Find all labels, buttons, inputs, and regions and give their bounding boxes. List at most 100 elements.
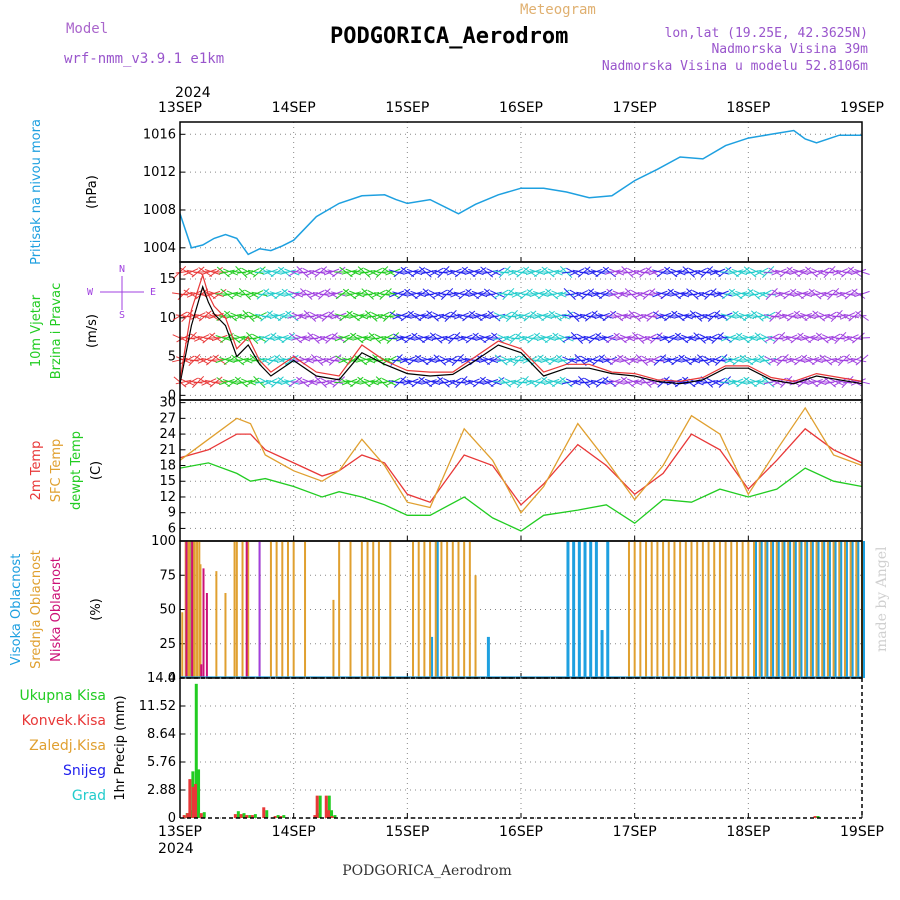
wind-barb <box>533 333 548 343</box>
wind-barb <box>464 269 481 275</box>
wind-barb <box>634 290 650 298</box>
convective-rain-bar <box>194 783 198 818</box>
wind-barb <box>479 376 494 388</box>
wind-barb <box>371 289 386 299</box>
wind-barb <box>822 311 837 321</box>
wind-barb <box>537 355 552 365</box>
total-rain-bar <box>265 810 269 818</box>
wind-barb <box>211 381 228 383</box>
wind-barb <box>641 314 658 318</box>
wind-barb <box>767 292 784 296</box>
model-name: wrf-nmm_v3.9.1 e1km <box>64 51 224 67</box>
wind-barb <box>198 267 213 277</box>
wind-barb <box>522 356 538 364</box>
wind-barb <box>606 288 620 300</box>
wind-barb <box>449 336 466 340</box>
wind-barb <box>288 332 303 344</box>
wind-barb <box>385 289 401 299</box>
wind-barb <box>327 380 344 384</box>
wind-barb <box>633 270 650 274</box>
wind-barb <box>749 268 765 276</box>
wind-barb <box>782 334 798 342</box>
wind-barb <box>716 358 733 362</box>
wind-barb <box>648 314 665 318</box>
wind-barb <box>656 333 671 343</box>
wind-barb <box>739 354 754 366</box>
y-axis-label: 2m Temp <box>29 441 44 501</box>
wind-barb <box>576 291 593 297</box>
wind-barb <box>306 268 321 276</box>
wind-barb <box>781 271 798 273</box>
wind-barb <box>478 357 495 363</box>
wind-barb <box>825 270 842 274</box>
wind-barb <box>439 356 455 364</box>
total-rain-bar <box>282 815 286 818</box>
wind-barb <box>399 356 415 364</box>
wind-barb <box>461 266 476 278</box>
y-tick-label: 1004 <box>143 241 176 256</box>
wind-barb <box>811 268 827 276</box>
wind-barb <box>702 314 719 318</box>
wind-barb <box>526 378 542 386</box>
wind-barb <box>569 268 585 276</box>
y-tick-label: 1012 <box>143 165 176 180</box>
wind-barb <box>673 313 690 319</box>
wind-barb <box>825 356 841 364</box>
total-rain-bar <box>248 815 252 818</box>
convective-rain-bar <box>813 816 817 818</box>
wind-barb <box>352 335 369 341</box>
wind-barb <box>298 356 314 364</box>
temp-2m-line <box>179 427 863 506</box>
wind-barb <box>847 356 863 364</box>
wind-barb <box>179 378 195 386</box>
wind-barb <box>468 291 484 297</box>
convective-rain-bar <box>327 810 331 818</box>
wind-barb <box>543 378 560 386</box>
convective-rain-bar <box>188 779 192 818</box>
wind-barb <box>396 355 411 365</box>
wind-barb <box>598 355 613 365</box>
convective-rain-bar <box>262 807 266 818</box>
wind-barb <box>447 289 462 299</box>
convective-rain-bar <box>330 816 334 818</box>
wind-barb <box>320 336 336 340</box>
wind-barb <box>302 378 318 386</box>
y-axis-label: 1hr Precip (mm) <box>113 695 128 800</box>
wind-barb <box>435 292 452 296</box>
wind-barb <box>605 378 621 386</box>
wind-barb <box>476 354 490 366</box>
wind-barb <box>377 314 394 318</box>
wind-barb <box>850 357 867 363</box>
wind-barb <box>269 358 286 362</box>
wind-barb <box>403 378 419 386</box>
wind-barb <box>316 355 332 365</box>
wind-barb <box>197 356 213 364</box>
compass-letter: N <box>119 264 125 275</box>
wind-barb <box>724 356 740 364</box>
wind-barb <box>576 333 592 343</box>
wind-barb <box>320 267 335 277</box>
wind-barb <box>796 359 813 361</box>
wind-barb <box>768 355 783 365</box>
wind-barb <box>190 333 206 343</box>
wind-barb <box>619 334 636 342</box>
wind-barb <box>320 356 336 364</box>
wind-barb <box>266 311 281 321</box>
wind-barb <box>584 377 599 387</box>
y-tick-label: 24 <box>159 427 176 442</box>
wind-barb <box>671 310 685 322</box>
wind-barb <box>688 268 704 276</box>
wind-barb <box>201 268 217 276</box>
wind-barb <box>273 380 290 384</box>
wind-barb <box>725 266 739 278</box>
wind-barb <box>469 310 483 322</box>
wind-barb <box>244 268 260 276</box>
wind-barb <box>619 357 636 363</box>
wind-barb <box>283 291 300 297</box>
wind-barb <box>316 334 332 342</box>
wind-barb <box>782 355 798 365</box>
wind-barb <box>709 314 726 318</box>
wind-barb <box>414 312 430 320</box>
wind-barb <box>237 379 253 385</box>
